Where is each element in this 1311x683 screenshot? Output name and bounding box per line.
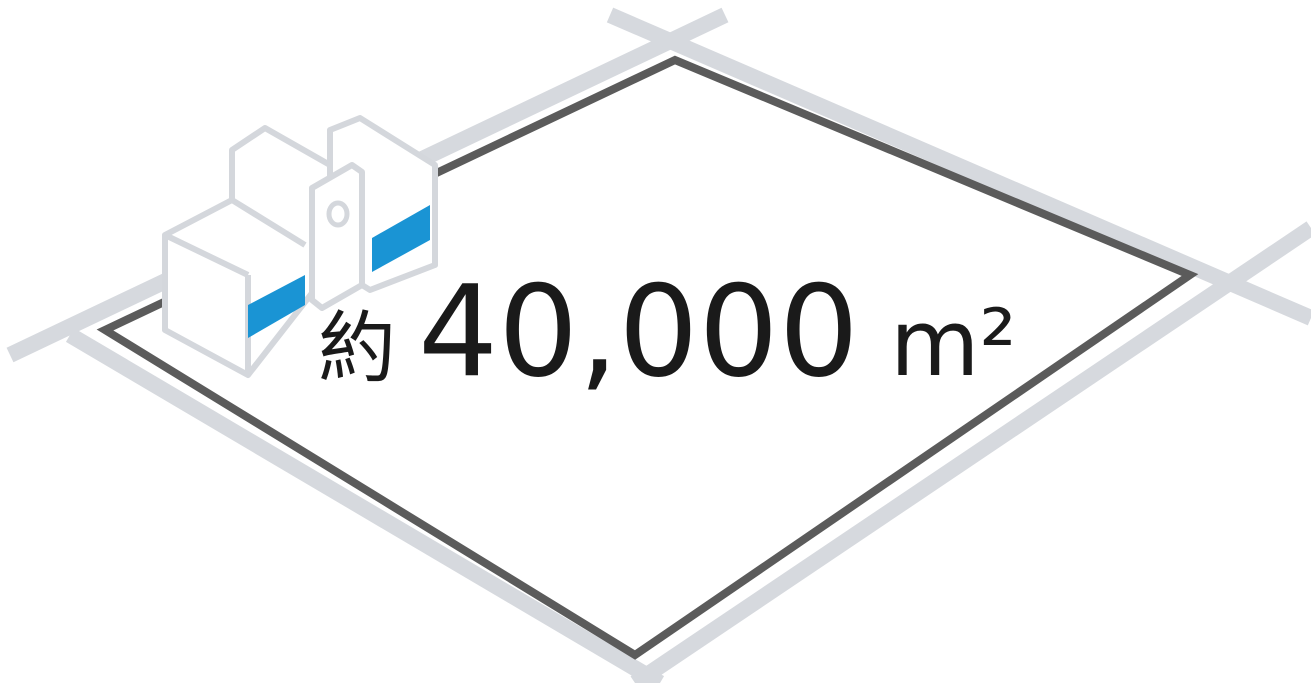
tower-window bbox=[326, 200, 350, 228]
area-prefix: 約 bbox=[318, 304, 396, 394]
area-value: 40,000 bbox=[418, 258, 859, 405]
area-unit: m² bbox=[890, 290, 1017, 397]
buildings bbox=[162, 115, 438, 378]
edge bbox=[230, 197, 307, 248]
stripe bbox=[372, 205, 430, 272]
edge bbox=[163, 232, 250, 278]
road bbox=[65, 328, 665, 683]
road bbox=[606, 7, 1311, 326]
road bbox=[630, 221, 1311, 683]
tower bbox=[309, 162, 365, 311]
stripe bbox=[248, 275, 305, 338]
